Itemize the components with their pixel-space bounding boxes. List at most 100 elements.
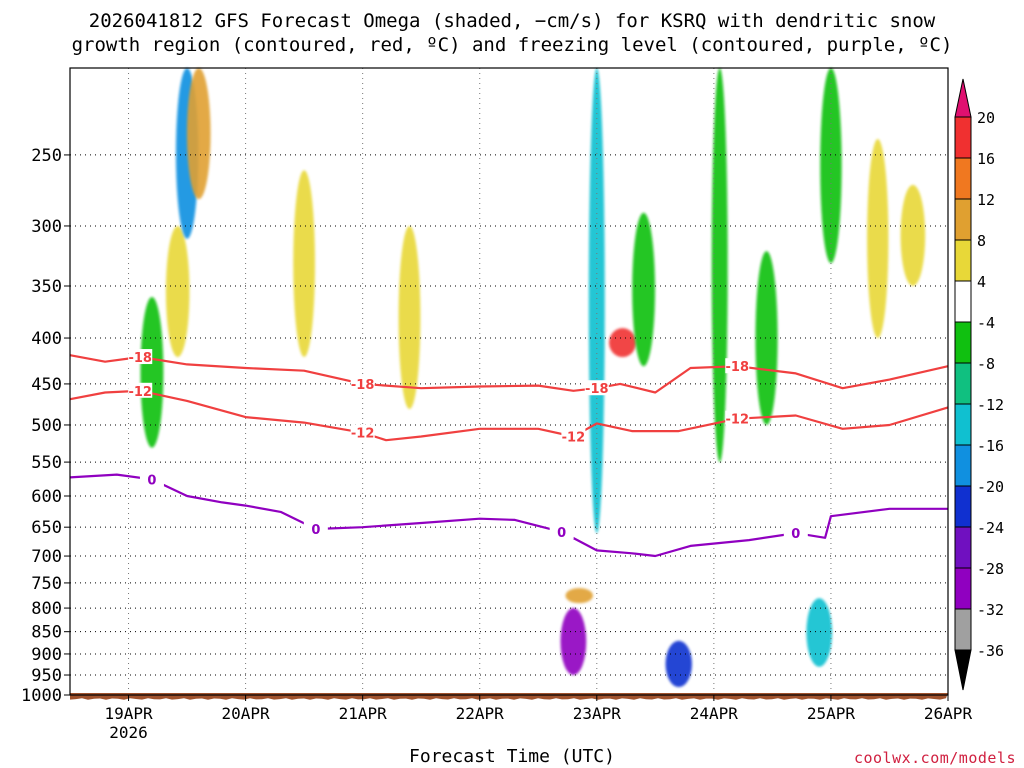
colorbar-label-5: 4	[977, 273, 986, 291]
contour-label-bg-3-4	[783, 525, 808, 541]
omega-shade-9	[565, 588, 593, 604]
contour-label-2-1: -12	[128, 385, 152, 400]
y-tick-label-950: 950	[31, 666, 62, 686]
credit-text: coolwx.com/models	[853, 749, 1016, 767]
y-tick-label-300: 300	[31, 217, 62, 237]
chart-title-line-1: 2026041812 GFS Forecast Omega (shaded, −…	[88, 10, 936, 32]
colorbar-box-13	[954, 608, 972, 651]
colorbar-box-6	[954, 321, 972, 364]
contour-label-3-1: 0	[147, 473, 156, 488]
colorbar-label-12: -28	[977, 560, 1004, 578]
contour-label-bg-1-3	[584, 380, 609, 396]
omega-shade-15	[755, 251, 778, 425]
contour-line-1	[69, 354, 949, 394]
colorbar-label-3: 12	[977, 191, 995, 209]
contour-label-2-2: -12	[351, 427, 375, 442]
omega-shade-5	[293, 170, 316, 358]
y-tick-label-500: 500	[31, 416, 62, 436]
contour-label-bg-3-1	[139, 471, 164, 487]
x-tick-label-26APR: 26APR	[924, 704, 973, 723]
colorbar-box-8	[954, 403, 972, 446]
colorbar-label-2: 16	[977, 150, 995, 168]
x-tick-label-21APR: 21APR	[339, 704, 388, 723]
omega-shade-1	[140, 296, 164, 448]
colorbar-label-8: -12	[977, 396, 1004, 414]
y-tick-label-650: 650	[31, 518, 62, 538]
x-tick-label-22APR: 22APR	[456, 704, 505, 723]
contour-label-bg-1-2	[350, 375, 375, 391]
contour-label-1-3: -18	[585, 382, 609, 397]
colorbar-label-14: -36	[977, 642, 1004, 660]
x-tick-label-25APR: 25APR	[807, 704, 856, 723]
x-tick-label-19APR: 19APR	[104, 704, 153, 723]
contour-label-1-1: -18	[128, 351, 152, 366]
colorbar-box-10	[954, 485, 972, 528]
contour-label-bg-2-4	[725, 410, 750, 426]
omega-shade-14	[711, 67, 728, 463]
contour-label-2-4: -12	[726, 413, 750, 428]
y-tick-label-350: 350	[31, 277, 62, 297]
y-tick-label-450: 450	[31, 375, 62, 395]
colorbar-box-7	[954, 362, 972, 405]
colorbar-box-3	[954, 198, 972, 241]
contour-label-3-3: 0	[557, 526, 566, 541]
colorbar-box-9	[954, 444, 972, 487]
omega-shade-13	[665, 640, 692, 688]
y-tick-label-550: 550	[31, 453, 62, 473]
contour-label-bg-1-1	[128, 349, 153, 365]
colorbar-box-5	[954, 280, 972, 323]
contour-label-bg-2-1	[128, 382, 153, 398]
omega-shade-2	[165, 225, 190, 358]
contour-label-bg-2-3	[561, 428, 586, 444]
omega-shade-11	[609, 328, 637, 358]
contour-label-bg-3-2	[303, 520, 328, 536]
colorbar-bottom-arrow	[954, 649, 972, 691]
colorbar-label-4: 8	[977, 232, 986, 250]
colorbar-label-11: -24	[977, 519, 1004, 537]
y-tick-label-250: 250	[31, 146, 62, 166]
omega-shade-8	[560, 608, 587, 676]
y-tick-label-600: 600	[31, 487, 62, 507]
colorbar-label-6: -4	[977, 314, 995, 332]
x-axis-title: Forecast Time (UTC)	[409, 746, 615, 767]
omega-shade-4	[186, 68, 211, 200]
contour-label-1-2: -18	[351, 378, 375, 393]
plot-frame	[69, 67, 949, 696]
contour-label-3-2: 0	[311, 523, 320, 538]
y-tick-label-900: 900	[31, 645, 62, 665]
x-tick-label-20APR: 20APR	[222, 704, 271, 723]
y-tick-label-400: 400	[31, 329, 62, 349]
ground-surface	[70, 693, 948, 700]
contour-label-1-4: -18	[726, 360, 750, 375]
omega-shade-18	[867, 139, 889, 339]
contour-label-2-3: -12	[562, 430, 586, 445]
omega-shade-12	[632, 212, 656, 367]
x-tick-label-24APR: 24APR	[690, 704, 739, 723]
contour-label-bg-3-3	[549, 523, 574, 539]
y-tick-label-850: 850	[31, 623, 62, 643]
contour-label-bg-2-2	[350, 424, 375, 440]
omega-shade-17	[820, 68, 842, 264]
colorbar-box-12	[954, 567, 972, 610]
colorbar-label-9: -16	[977, 437, 1004, 455]
colorbar-box-4	[954, 239, 972, 282]
contour-label-3-4: 0	[791, 527, 800, 542]
chart-title-line-2: growth region (contoured, red, ºC) and f…	[71, 34, 953, 56]
colorbar-label-1: 20	[977, 109, 995, 127]
contour-label-bg-1-4	[725, 358, 750, 374]
omega-shade-10	[588, 68, 605, 534]
omega-shade-6	[398, 225, 421, 410]
colorbar-label-10: -20	[977, 478, 1004, 496]
y-tick-label-800: 800	[31, 599, 62, 619]
omega-shade-19	[900, 184, 926, 287]
colorbar-box-1	[954, 116, 972, 159]
colorbar-box-11	[954, 526, 972, 569]
y-tick-label-1000: 1000	[21, 686, 62, 706]
contour-line-2	[69, 389, 949, 442]
y-tick-label-750: 750	[31, 574, 62, 594]
x-tick-label-23APR: 23APR	[573, 704, 622, 723]
colorbar-box-2	[954, 157, 972, 200]
colorbar-label-7: -8	[977, 355, 995, 373]
omega-shade-16	[806, 598, 833, 667]
